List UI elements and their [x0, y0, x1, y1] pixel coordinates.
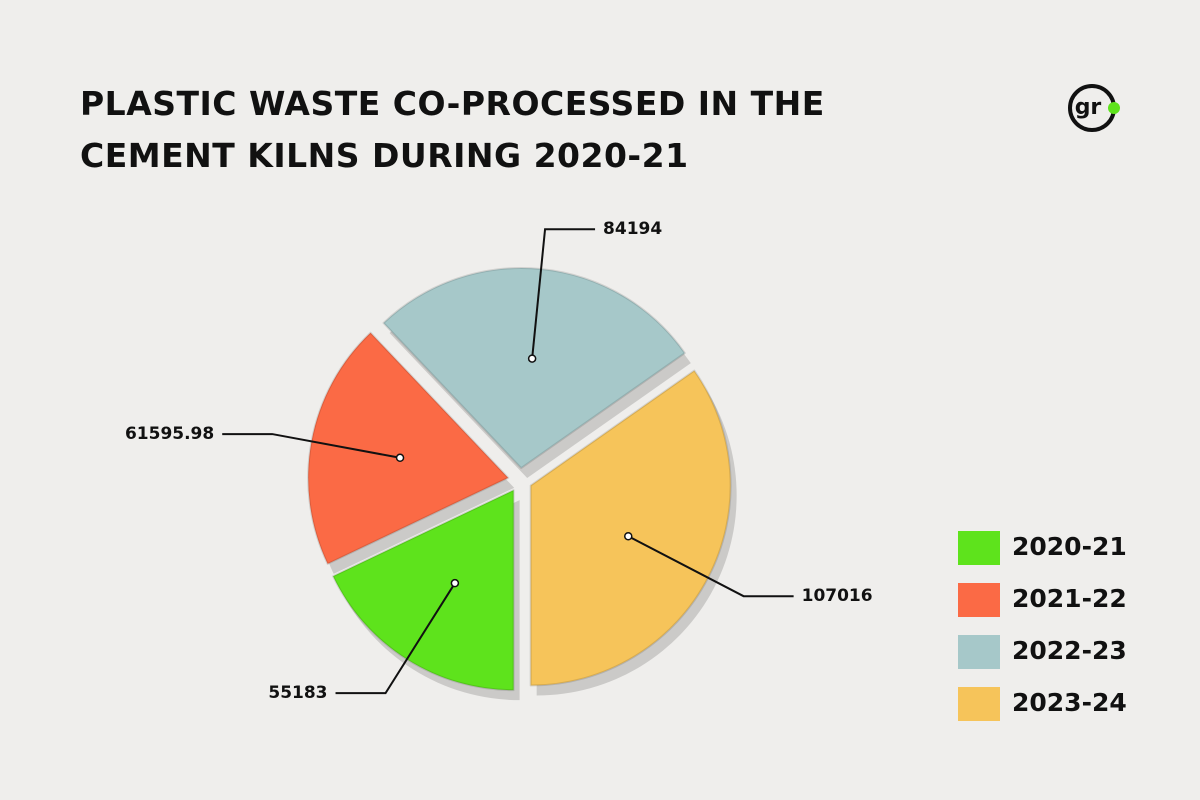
chart-title: PLASTIC WASTE CO-PROCESSED IN THE CEMENT…	[80, 84, 825, 175]
leader-line	[222, 433, 401, 459]
leader-dot	[450, 578, 460, 588]
data-label: 107016	[802, 586, 873, 606]
leader-line	[531, 228, 596, 359]
leader-dot	[395, 453, 405, 463]
legend-label: 2022-23	[1012, 636, 1127, 665]
leader-dot	[624, 532, 633, 541]
data-label: 61595.98	[125, 424, 214, 444]
leader-line	[335, 582, 456, 695]
leader-dot	[527, 354, 537, 363]
legend-swatch	[958, 687, 1000, 721]
logo: gr	[1075, 95, 1102, 120]
legend-label: 2021-22	[1012, 584, 1127, 613]
legend-swatch	[958, 531, 1000, 565]
legend-swatch	[958, 635, 1000, 669]
legend-swatch	[958, 583, 1000, 617]
legend-label: 2023-24	[1012, 688, 1127, 717]
legend-label: 2020-21	[1012, 532, 1127, 561]
data-label: 55183	[268, 683, 327, 703]
logo-dot	[1108, 102, 1120, 114]
data-label: 84194	[603, 219, 662, 239]
leader-line	[627, 535, 794, 598]
